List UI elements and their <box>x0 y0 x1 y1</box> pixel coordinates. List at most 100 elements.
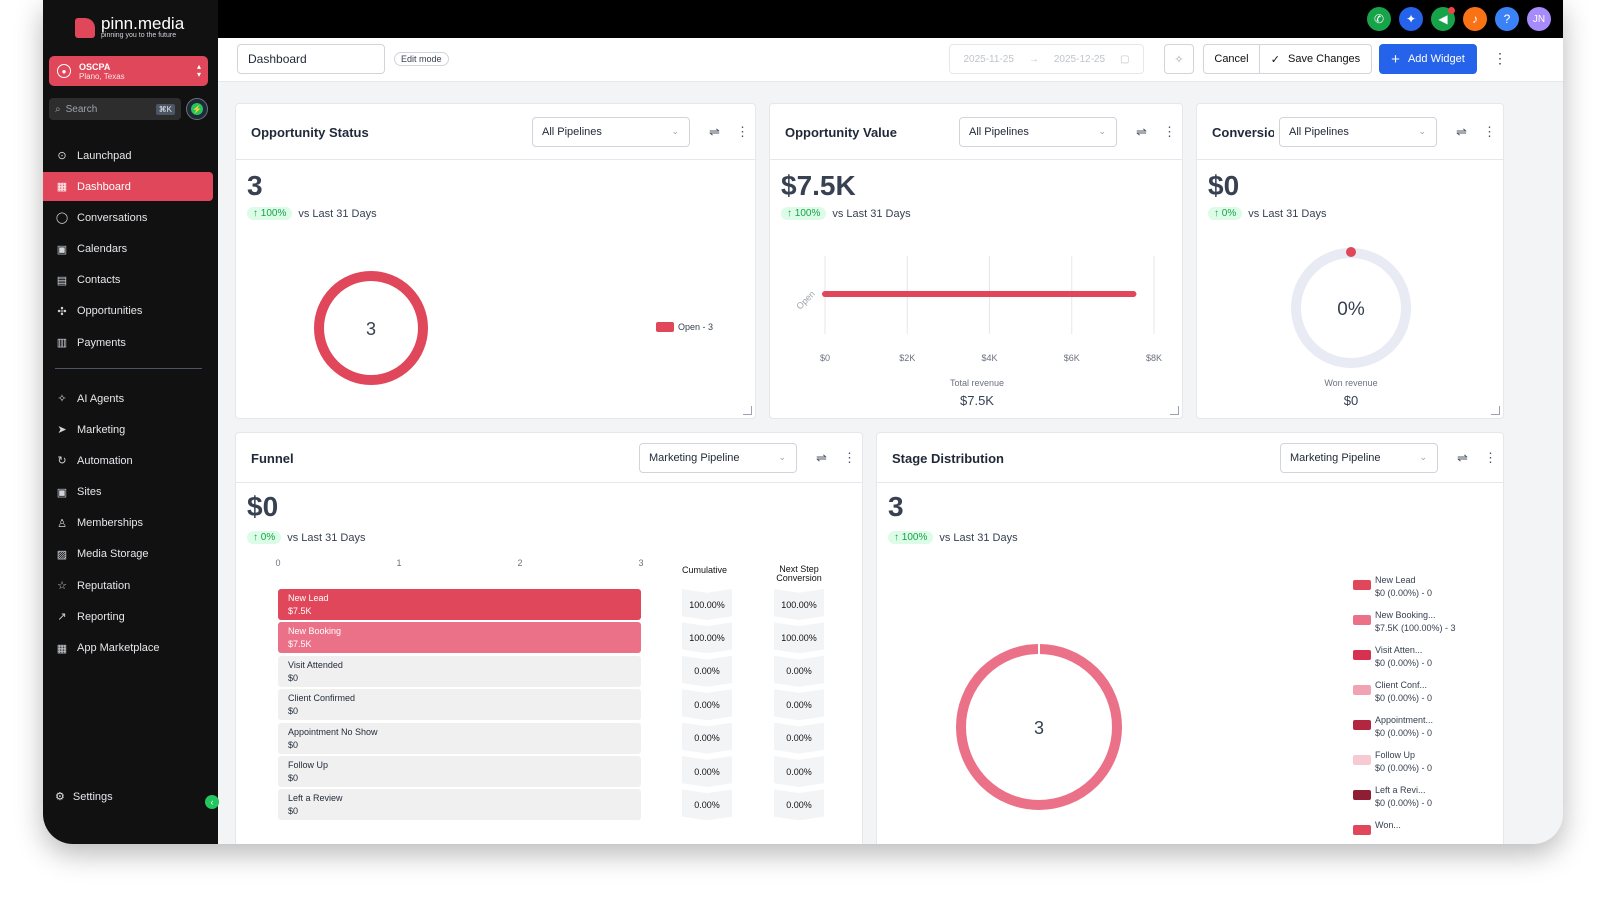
more-vertical-icon[interactable]: ⋮ <box>1484 450 1497 465</box>
filter-sliders-icon[interactable]: ⇌ <box>1136 124 1147 139</box>
filter-sliders-icon[interactable]: ⇌ <box>709 124 720 139</box>
sidebar-item-media-storage[interactable]: ▨ Media Storage <box>43 540 213 569</box>
next-step-cell: 0.00% <box>774 756 824 787</box>
account-switcher[interactable]: ● OSCPA Plano, Texas ▴ ▾ <box>49 56 208 86</box>
account-location: Plano, Texas <box>79 71 125 81</box>
help-icon[interactable]: ? <box>1495 7 1519 31</box>
widget-title: Opportunity Value <box>785 125 897 140</box>
megaphone-icon[interactable]: ◀ <box>1431 7 1455 31</box>
pipeline-select[interactable]: All Pipelines ⌄ <box>532 117 690 147</box>
pipeline-select[interactable]: All Pipelines ⌄ <box>959 117 1117 147</box>
sidebar-item-launchpad[interactable]: ⊙ Launchpad <box>43 141 213 170</box>
more-vertical-icon[interactable]: ⋮ <box>843 450 856 465</box>
legend-text: Client Conf... $0 (0.00%) - 0 <box>1375 679 1432 705</box>
legend-name: Visit Atten... <box>1375 645 1423 655</box>
compare-label: vs Last 31 Days <box>832 207 911 220</box>
resize-handle[interactable] <box>743 406 752 415</box>
sparkle-icon: ✧ <box>57 393 67 405</box>
sidebar-item-calendars[interactable]: ▣ Calendars <box>43 235 213 264</box>
funnel-axis-tick: 1 <box>396 558 402 568</box>
x-tick-label: $8K <box>1146 353 1162 363</box>
sidebar-item-memberships[interactable]: ♙ Memberships <box>43 509 213 538</box>
search-placeholder: Search <box>65 103 98 115</box>
gear-icon: ⚙ <box>55 791 65 803</box>
funnel-bar[interactable]: Visit Attended $0 <box>278 655 641 687</box>
sidebar-item-contacts[interactable]: ▤ Contacts <box>43 266 213 295</box>
automation-icon: ↻ <box>57 455 67 468</box>
sidebar-item-label: Calendars <box>77 243 128 256</box>
search-input[interactable]: ⌕ Search ⌘K <box>49 98 181 120</box>
more-vertical-icon[interactable]: ⋮ <box>1493 50 1507 66</box>
resize-handle[interactable] <box>1491 406 1500 415</box>
metric-delta: ↑ 0% vs Last 31 Days <box>1208 207 1327 220</box>
sidebar-item-label: Media Storage <box>77 548 149 561</box>
bell-icon[interactable]: ♪ <box>1463 7 1487 31</box>
sidebar-item-marketing[interactable]: ➤ Marketing <box>43 415 213 444</box>
brand-logo[interactable]: pinn.media pinning you to the future <box>75 15 184 39</box>
more-vertical-icon[interactable]: ⋮ <box>1163 124 1176 139</box>
sidebar-item-label: Conversations <box>77 211 148 224</box>
plus-icon: + <box>1391 50 1400 68</box>
funnel-bar[interactable]: Appointment No Show $0 <box>278 722 641 754</box>
total-revenue-value: $7.5K <box>960 393 994 408</box>
sidebar-item-sites[interactable]: ▣ Sites <box>43 478 213 507</box>
sidebar-item-conversations[interactable]: ◯ Conversations <box>43 203 213 232</box>
donut-slice-open <box>314 271 428 385</box>
sidebar-item-label: Launchpad <box>77 149 132 162</box>
funnel-bar[interactable]: Left a Review $0 <box>278 789 641 821</box>
date-range-picker[interactable]: 2025-11-25 → 2025-12-25 ▢ <box>949 44 1144 74</box>
cumulative-cell: 0.00% <box>682 722 732 754</box>
legend-swatch <box>1353 755 1371 765</box>
pipeline-select[interactable]: Marketing Pipeline ⌄ <box>639 443 797 473</box>
metric-delta: ↑ 0% vs Last 31 Days <box>247 531 366 544</box>
sidebar-item-label: Reporting <box>77 610 125 623</box>
cumulative-cell: 100.00% <box>682 622 732 654</box>
collapse-sidebar-button[interactable]: ‹ <box>205 795 219 809</box>
more-vertical-icon[interactable]: ⋮ <box>736 124 749 139</box>
filter-sliders-icon[interactable]: ⇌ <box>1456 124 1467 139</box>
chevron-updown-icon: ▴ ▾ <box>196 62 201 79</box>
dashboard-title-input[interactable]: Dashboard <box>237 44 385 74</box>
filter-sliders-icon[interactable]: ⇌ <box>816 450 827 465</box>
magic-wand-button[interactable]: ✧ <box>1164 44 1194 74</box>
more-vertical-icon[interactable]: ⋮ <box>1483 124 1496 139</box>
metric-value: $7.5K <box>781 170 856 201</box>
sidebar-item-automation[interactable]: ↻ Automation <box>43 446 213 475</box>
funnel-bar[interactable]: Client Confirmed $0 <box>278 689 641 721</box>
sidebar-item-payments[interactable]: ▥ Payments <box>43 328 213 357</box>
pipeline-select-value: All Pipelines <box>969 126 1029 138</box>
sidebar-item-dashboard[interactable]: ▦ Dashboard <box>43 172 213 202</box>
gauge-center-label: 0% <box>1337 299 1365 320</box>
cancel-button[interactable]: Cancel <box>1203 44 1260 74</box>
metric-value: $0 <box>247 491 279 522</box>
add-widget-button[interactable]: + Add Widget <box>1379 44 1477 74</box>
widget-conversion: Conversion All Pipelines ⌄ ⇌ ⋮ $0 ↑ 0% vs… <box>1196 103 1504 419</box>
sidebar-item-reporting[interactable]: ↗ Reporting <box>43 602 213 631</box>
save-changes-button[interactable]: ✓ Save Changes <box>1259 44 1372 74</box>
sidebar-item-app-marketplace[interactable]: ▦ App Marketplace <box>43 634 213 663</box>
funnel-bar[interactable]: New Lead $7.5K <box>278 589 641 620</box>
sidebar-item-opportunities[interactable]: ✣ Opportunities <box>43 297 213 326</box>
nav-primary: ⊙ Launchpad ▦ Dashboard ◯ Conversations ▣ Calen… <box>43 141 218 359</box>
app-window: pinn.media pinning you to the future ● O… <box>43 0 1563 844</box>
filter-sliders-icon[interactable]: ⇌ <box>1457 450 1468 465</box>
phone-icon[interactable]: ✆ <box>1367 7 1391 31</box>
funnel-stage-name: New Lead <box>288 593 329 603</box>
user-avatar[interactable]: JN <box>1527 7 1551 31</box>
pipeline-select[interactable]: Marketing Pipeline ⌄ <box>1280 443 1438 473</box>
delta-badge: ↑ 0% <box>247 531 282 544</box>
quick-actions-button[interactable]: ⚡ <box>186 98 208 120</box>
delta-value: 0% <box>260 532 276 543</box>
settings-link[interactable]: ⚙ Settings <box>55 790 113 804</box>
delta-badge: ↑ 100% <box>888 531 934 544</box>
funnel-bar[interactable]: Follow Up $0 <box>278 756 641 787</box>
sidebar-item-reputation[interactable]: ☆ Reputation <box>43 571 213 600</box>
add-widget-label: Add Widget <box>1407 53 1465 65</box>
sites-icon: ▣ <box>56 486 68 499</box>
funnel-bar[interactable]: New Booking $7.5K <box>278 622 641 654</box>
resize-handle[interactable] <box>1170 406 1179 415</box>
magic-icon[interactable]: ✦ <box>1399 7 1423 31</box>
pipeline-select[interactable]: All Pipelines ⌄ <box>1279 117 1437 147</box>
sidebar-item-ai-agents[interactable]: ✧ AI Agents <box>43 384 213 413</box>
next-step-cell: 0.00% <box>774 689 824 721</box>
